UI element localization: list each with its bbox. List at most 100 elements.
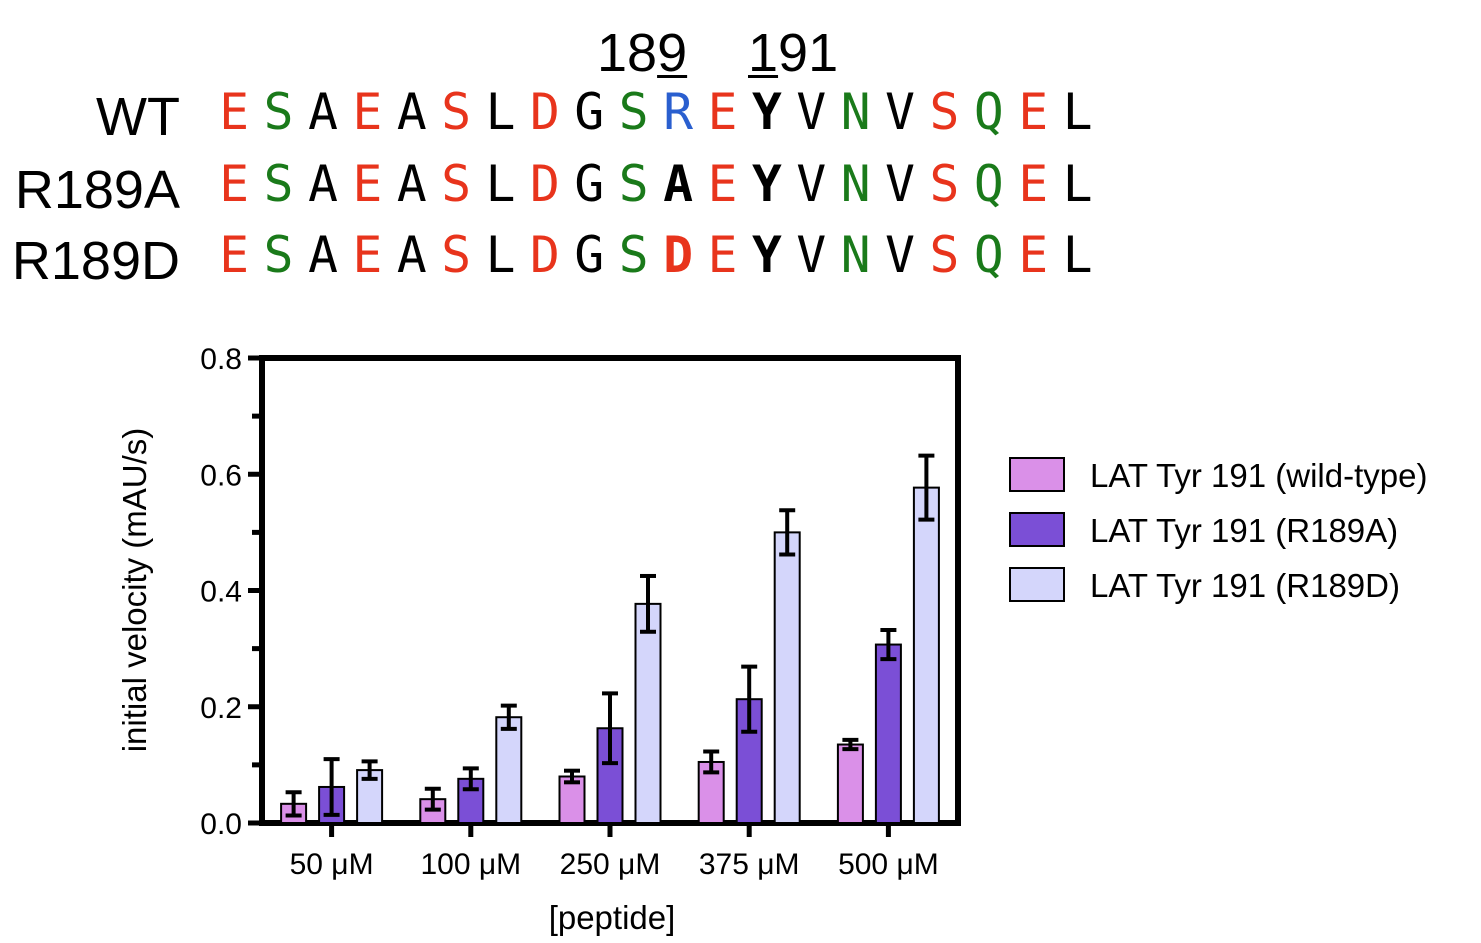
residue: S: [618, 226, 649, 284]
legend-swatch: [1009, 512, 1065, 547]
position-label-189: 189: [597, 26, 687, 80]
position-label-191-suffix: 91: [778, 23, 839, 83]
residue: A: [396, 226, 427, 284]
residue: A: [396, 83, 427, 141]
x-tick-label: 100 μM: [420, 848, 521, 881]
position-label-191: 191: [748, 26, 838, 80]
residue: E: [352, 83, 383, 141]
position-label-189-underlined: 9: [657, 23, 688, 83]
x-tick-label: 500 μM: [838, 848, 939, 881]
residue: E: [707, 155, 738, 213]
residue: L: [485, 226, 516, 284]
residue: L: [485, 83, 516, 141]
residue: Y: [751, 83, 782, 141]
x-tick-label: 250 μM: [560, 848, 661, 881]
legend-label: LAT Tyr 191 (wild-type): [1090, 457, 1427, 494]
legend-swatch: [1009, 457, 1065, 492]
residue: A: [663, 155, 693, 213]
residue: A: [308, 155, 338, 213]
residue: V: [885, 155, 915, 213]
residue: S: [441, 83, 472, 141]
bar: [495, 716, 523, 825]
residue: V: [796, 155, 827, 213]
residue: S: [263, 155, 294, 213]
residue: E: [352, 155, 383, 213]
residue: E: [707, 226, 738, 284]
bar: [874, 643, 902, 825]
x-tick-label: 375 μM: [699, 848, 800, 881]
residue: Q: [973, 155, 1004, 213]
bar: [912, 486, 940, 824]
position-label-191-underlined: 1: [748, 23, 779, 83]
residue: S: [929, 226, 960, 284]
residue: S: [441, 155, 472, 213]
sequence-label-r189a: R189A: [14, 160, 180, 220]
chart-bars: [280, 486, 940, 825]
residue: S: [618, 83, 649, 141]
sequence-label-r189d: R189D: [11, 231, 180, 291]
legend-label: LAT Tyr 191 (R189D): [1090, 567, 1400, 604]
y-axis-label: initial velocity (mAU/s): [116, 428, 153, 753]
residue: V: [796, 83, 827, 141]
legend-swatch: [1009, 567, 1065, 602]
residue: E: [1018, 226, 1049, 284]
sequence-label-wt: WT: [96, 87, 180, 147]
residue: Y: [751, 226, 782, 284]
y-tick-label: 0.2: [200, 692, 242, 725]
bar: [773, 531, 801, 824]
bar: [836, 743, 864, 824]
residue: R: [663, 83, 693, 141]
residue: Q: [973, 226, 1004, 284]
residue: S: [263, 226, 294, 284]
residue: D: [530, 83, 560, 141]
residue: V: [885, 83, 915, 141]
residue: Q: [973, 83, 1004, 141]
y-tick-label: 0.0: [200, 808, 242, 841]
residue: L: [485, 155, 516, 213]
position-label-189-prefix: 18: [597, 23, 658, 83]
residue: L: [1062, 155, 1093, 213]
residue: E: [219, 83, 250, 141]
residue: D: [663, 226, 693, 284]
residue: A: [396, 155, 427, 213]
bar: [634, 602, 662, 825]
bar: [596, 727, 624, 824]
residue: G: [574, 226, 605, 284]
residue: D: [530, 226, 560, 284]
chart-legend: LAT Tyr 191 (wild-type) LAT Tyr 191 (R189…: [1009, 457, 1427, 604]
x-tick-label: 50 μM: [290, 848, 374, 881]
residue: S: [618, 155, 649, 213]
residue: D: [530, 155, 560, 213]
residue: E: [1018, 155, 1049, 213]
residue: E: [1018, 83, 1049, 141]
residue: G: [574, 83, 605, 141]
residue: L: [1062, 226, 1093, 284]
residue: S: [929, 155, 960, 213]
residue: E: [219, 226, 250, 284]
residue: N: [840, 83, 871, 141]
residue: V: [885, 226, 915, 284]
residue: G: [574, 155, 605, 213]
residue: A: [308, 83, 338, 141]
y-tick-label: 0.6: [200, 459, 242, 492]
residue: S: [929, 83, 960, 141]
residue: A: [308, 226, 338, 284]
chart-ticks: 0.0 0.2 0.4 0.6 0.8 50 μM 100 μM 250 μM 375 μM 50…: [200, 343, 938, 881]
y-tick-label: 0.8: [200, 343, 242, 376]
residue: E: [707, 83, 738, 141]
residue: Y: [751, 155, 782, 213]
residue: E: [219, 155, 250, 213]
legend-label: LAT Tyr 191 (R189A): [1090, 512, 1398, 549]
residue: N: [840, 226, 871, 284]
residue: E: [352, 226, 383, 284]
residue: N: [840, 155, 871, 213]
y-tick-label: 0.4: [200, 576, 242, 609]
residue: S: [263, 83, 294, 141]
chart-error-bars: [285, 453, 935, 818]
residue: S: [441, 226, 472, 284]
residue: V: [796, 226, 827, 284]
